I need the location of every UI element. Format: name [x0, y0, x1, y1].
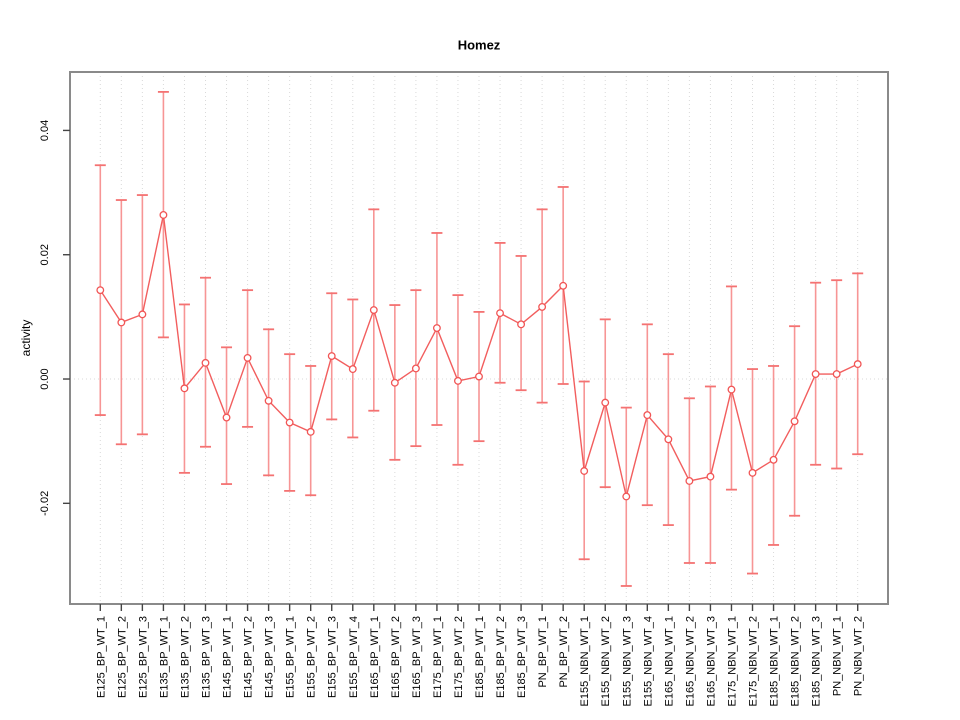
data-point [580, 467, 589, 475]
x-tick-label: E155_BP_WT_1 [285, 616, 297, 698]
x-tick-label: E125_BP_WT_3 [137, 616, 149, 698]
data-point [475, 372, 483, 381]
data-point [706, 472, 715, 481]
data-point [285, 418, 294, 427]
x-tick-label: E165_BP_WT_2 [390, 616, 402, 698]
data-point [517, 320, 526, 329]
data-point [601, 398, 610, 407]
y-tick-label: 0.04 [39, 120, 51, 141]
x-tick-label: E145_BP_WT_3 [264, 616, 276, 698]
data-point [664, 435, 673, 444]
x-tick-label: E165_NBN_WT_1 [663, 616, 675, 707]
x-tick-label: E185_NBN_WT_2 [790, 616, 802, 707]
data-point [390, 378, 399, 387]
data-point [685, 476, 694, 485]
x-tick-label: E125_BP_WT_2 [116, 616, 128, 698]
data-point [538, 302, 547, 311]
x-tick-label: E185_BP_WT_3 [516, 616, 528, 698]
data-point [727, 385, 736, 394]
data-point [811, 370, 820, 378]
data-point [159, 210, 168, 219]
data-point [264, 396, 273, 405]
data-point [748, 468, 757, 477]
data-point [832, 370, 841, 378]
x-tick-label: E165_BP_WT_3 [411, 616, 423, 698]
data-point [411, 364, 420, 373]
x-tick-label: E165_BP_WT_1 [369, 616, 381, 698]
x-tick-label: E175_BP_WT_1 [432, 616, 444, 698]
data-point [369, 306, 378, 314]
x-tick-label: PN_NBN_WT_1 [832, 616, 844, 696]
data-point [243, 353, 252, 362]
data-point [348, 365, 357, 374]
data-point [180, 384, 189, 393]
data-point [96, 286, 105, 295]
x-tick-label: E135_BP_WT_3 [200, 616, 212, 698]
x-tick-label: E165_NBN_WT_2 [684, 616, 696, 707]
data-point [201, 358, 210, 367]
data-point [790, 417, 799, 426]
x-tick-label: PN_BP_WT_1 [537, 616, 549, 688]
x-tick-label: E185_NBN_WT_1 [769, 616, 781, 707]
x-tick-label: E155_NBN_WT_3 [621, 616, 633, 707]
data-point [496, 309, 504, 318]
x-tick-label: E145_BP_WT_1 [222, 616, 234, 698]
data-point [306, 427, 315, 436]
x-tick-label: E135_BP_WT_1 [158, 616, 170, 698]
x-tick-label: E155_BP_WT_2 [306, 616, 318, 698]
x-tick-label: E155_BP_WT_3 [327, 616, 339, 698]
y-tick-label: 0.02 [39, 244, 51, 265]
x-tick-label: E135_BP_WT_2 [179, 616, 191, 698]
data-point [643, 411, 652, 420]
x-tick-label: E185_NBN_WT_3 [811, 616, 823, 707]
x-tick-label: E175_NBN_WT_1 [726, 616, 738, 707]
data-point [327, 352, 336, 360]
x-tick-label: PN_NBN_WT_2 [853, 616, 865, 696]
data-point [138, 310, 147, 319]
x-tick-label: E155_BP_WT_4 [348, 616, 360, 698]
chart-title: Homez [457, 37, 501, 53]
x-tick-label: E175_NBN_WT_2 [748, 616, 760, 707]
y-tick-label: 0.00 [39, 368, 51, 389]
x-tick-label: E165_NBN_WT_3 [705, 616, 717, 707]
x-tick-label: E155_NBN_WT_2 [600, 616, 612, 707]
data-point [769, 455, 778, 464]
data-point [622, 492, 631, 501]
x-tick-label: E155_NBN_WT_4 [642, 616, 654, 707]
data-point [432, 324, 441, 333]
x-tick-label: E185_BP_WT_2 [495, 616, 507, 698]
data-point [853, 360, 862, 369]
y-tick-label: -0.02 [39, 491, 51, 516]
x-tick-label: E155_NBN_WT_1 [579, 616, 591, 707]
data-point [454, 376, 462, 385]
x-tick-label: PN_BP_WT_2 [558, 616, 570, 688]
x-tick-label: E145_BP_WT_2 [243, 616, 255, 698]
data-point [117, 318, 126, 327]
data-point [559, 281, 568, 290]
x-tick-label: E125_BP_WT_1 [95, 616, 107, 698]
x-tick-label: E175_BP_WT_2 [453, 616, 465, 698]
x-tick-label: E185_BP_WT_1 [474, 616, 486, 698]
data-point [222, 413, 231, 422]
